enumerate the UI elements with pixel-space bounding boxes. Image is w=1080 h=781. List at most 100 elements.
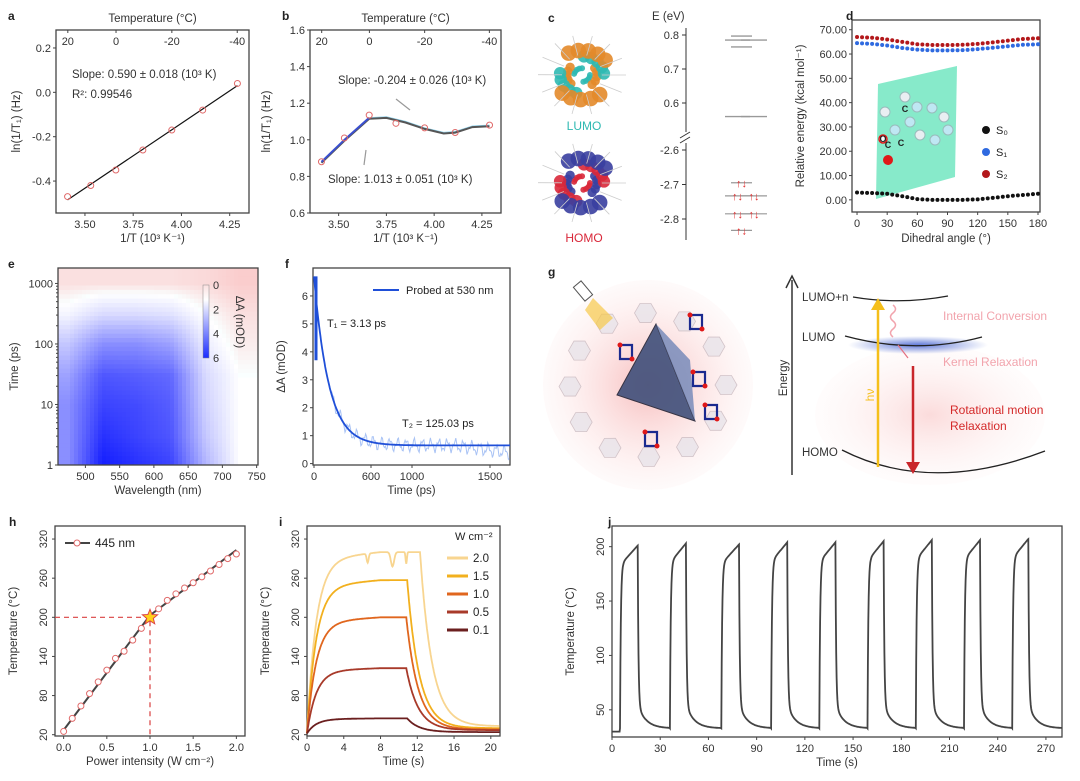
heatmap-cell bbox=[230, 276, 235, 282]
heatmap-cell bbox=[218, 381, 223, 387]
data-point bbox=[139, 146, 147, 154]
heatmap-cell bbox=[66, 359, 71, 365]
legend-label: 1.5 bbox=[473, 571, 489, 583]
phenyl-ring bbox=[569, 412, 593, 433]
ligand-bond bbox=[554, 90, 570, 107]
heatmap-cell bbox=[238, 281, 243, 287]
data-dot-S₂ bbox=[915, 42, 920, 47]
heatmap-cell bbox=[142, 443, 147, 448]
heatmap-cell bbox=[226, 408, 231, 413]
heatmap-cell bbox=[78, 311, 83, 317]
heatmap-cell bbox=[118, 346, 123, 352]
heatmap-cell bbox=[254, 298, 259, 304]
heatmap-cell bbox=[106, 285, 111, 291]
heatmap-cell bbox=[190, 381, 195, 387]
heatmap-cell bbox=[94, 294, 99, 300]
heatmap-cell bbox=[74, 373, 79, 378]
data-dot-S₀ bbox=[985, 196, 990, 201]
heatmap-cell bbox=[186, 281, 191, 287]
heatmap-cell bbox=[130, 421, 135, 427]
heatmap-cell bbox=[250, 307, 255, 313]
heatmap-cell bbox=[90, 421, 95, 427]
heatmap-cell bbox=[162, 303, 167, 308]
heatmap-cell bbox=[142, 298, 147, 304]
heatmap-cell bbox=[254, 412, 259, 418]
data-dot-S₁ bbox=[985, 46, 990, 51]
heatmap-cell bbox=[90, 408, 95, 413]
heatmap-cell bbox=[206, 394, 211, 400]
heatmap-cell bbox=[154, 342, 159, 348]
level-label-homo: HOMO bbox=[802, 447, 838, 459]
heatmap-cell bbox=[98, 390, 103, 396]
heatmap-cell bbox=[202, 403, 207, 409]
heatmap-cell bbox=[158, 333, 163, 339]
heatmap-cell bbox=[74, 381, 79, 387]
heatmap-cell bbox=[194, 443, 199, 448]
heatmap-cell bbox=[170, 268, 175, 273]
heatmap-cell bbox=[118, 307, 123, 313]
heatmap-cell bbox=[122, 268, 127, 273]
heatmap-cell bbox=[210, 307, 215, 313]
heatmap-cell bbox=[194, 298, 199, 304]
heatmap-cell bbox=[150, 451, 155, 457]
heatmap-cell bbox=[74, 338, 79, 343]
heatmap-cell bbox=[122, 289, 127, 295]
heatmap-cell bbox=[66, 438, 71, 444]
heatmap-cell bbox=[190, 351, 195, 357]
heatmap-cell bbox=[170, 333, 175, 339]
heatmap-cell bbox=[226, 355, 231, 361]
heatmap-cell bbox=[198, 346, 203, 352]
heatmap-cell bbox=[206, 368, 211, 374]
heatmap-cell bbox=[150, 394, 155, 400]
process-label-internal-conversion: Internal Conversion bbox=[943, 309, 1047, 323]
heatmap-cell bbox=[134, 438, 139, 444]
heatmap-cell bbox=[102, 329, 107, 335]
heatmap-cell bbox=[214, 333, 219, 339]
heatmap-cell bbox=[182, 298, 187, 304]
panel-label: h bbox=[9, 515, 16, 529]
heatmap-cell bbox=[162, 346, 167, 352]
heatmap-cell bbox=[162, 285, 167, 291]
heatmap-cell bbox=[138, 434, 143, 440]
y-tick-label: 200 bbox=[595, 537, 607, 555]
lumo-label: LUMO bbox=[567, 119, 602, 133]
energy-tick-label: 0.7 bbox=[664, 64, 679, 76]
heatmap-cell bbox=[106, 329, 111, 335]
heatmap-cell bbox=[122, 307, 127, 313]
heatmap-cell bbox=[110, 329, 115, 335]
heatmap-cell bbox=[130, 416, 135, 422]
heatmap-cell bbox=[122, 443, 127, 448]
plot-frame-f bbox=[312, 267, 511, 466]
heatmap-cell bbox=[178, 368, 183, 374]
heatmap-cell bbox=[150, 447, 155, 453]
heatmap-cell bbox=[234, 268, 239, 273]
phenyl-ring bbox=[702, 336, 726, 357]
heatmap-cell bbox=[82, 429, 87, 435]
heatmap-cell bbox=[238, 355, 243, 361]
heatmap-cell bbox=[246, 408, 251, 413]
heatmap-cell bbox=[66, 399, 71, 405]
heatmap-cell bbox=[146, 338, 151, 343]
heatmap-cell bbox=[62, 421, 67, 427]
ligand-bond bbox=[542, 83, 565, 93]
heatmap-cell bbox=[138, 289, 143, 295]
heatmap-cell bbox=[158, 443, 163, 448]
heatmap-cell bbox=[234, 443, 239, 448]
heatmap-cell bbox=[154, 412, 159, 418]
heatmap-cell bbox=[230, 381, 235, 387]
y-tick-label: 1.4 bbox=[290, 62, 305, 74]
heatmap-cell bbox=[190, 447, 195, 453]
heatmap-cell bbox=[110, 338, 115, 343]
heatmap-cell bbox=[78, 359, 83, 365]
heatmap-cell bbox=[66, 298, 71, 304]
heatmap-cell bbox=[138, 294, 143, 300]
heatmap-cell bbox=[130, 364, 135, 370]
heatmap-cell bbox=[238, 272, 243, 278]
y-tick-label: 200 bbox=[290, 608, 302, 626]
data-point bbox=[77, 702, 85, 710]
heatmap-cell bbox=[226, 351, 231, 357]
energy-tick-label: 0.8 bbox=[664, 30, 679, 42]
heatmap-cell bbox=[70, 281, 75, 287]
heatmap-cell bbox=[138, 447, 143, 453]
ligand-bond bbox=[554, 43, 570, 60]
